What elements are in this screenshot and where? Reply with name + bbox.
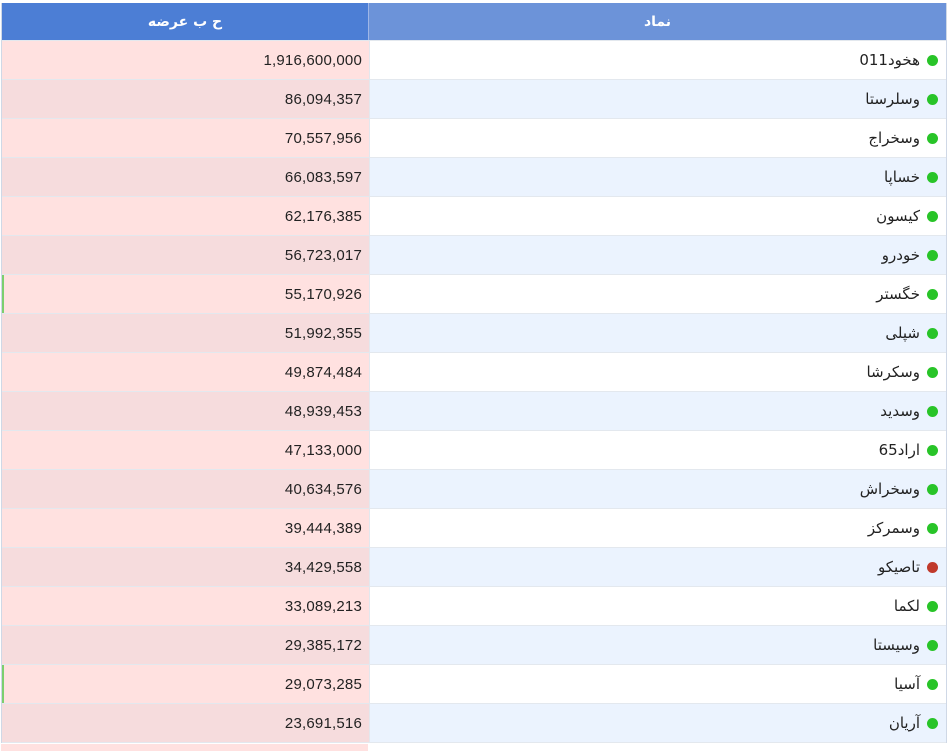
- table-row[interactable]: 23,691,516 آریان: [2, 704, 946, 743]
- symbol-cell[interactable]: وسخراج: [369, 119, 946, 157]
- green-status-dot-icon: [927, 366, 938, 378]
- table-row-partial: [1, 744, 368, 751]
- offer-value-cell: 29,073,285: [2, 665, 369, 703]
- offer-value-cell: 86,094,357: [2, 80, 369, 118]
- table-row[interactable]: 39,444,389 وسمرکز: [2, 509, 946, 548]
- table-row[interactable]: 29,073,285 آسیا: [2, 665, 946, 704]
- symbol-name[interactable]: وسیستا: [873, 636, 920, 654]
- table-row[interactable]: 48,939,453 وسدید: [2, 392, 946, 431]
- table-row[interactable]: 49,874,484 وسکرشا: [2, 353, 946, 392]
- green-status-dot-icon: [927, 132, 938, 144]
- symbol-name[interactable]: آریان: [888, 714, 920, 732]
- green-status-dot-icon: [927, 522, 938, 534]
- offer-value-cell: 62,176,385: [2, 197, 369, 235]
- symbol-cell[interactable]: وسمرکز: [369, 509, 946, 547]
- symbol-name[interactable]: شپلی: [885, 324, 920, 342]
- symbol-cell[interactable]: وسخراش: [369, 470, 946, 508]
- column-header-symbol[interactable]: نماد: [369, 3, 946, 40]
- offer-value-cell: 56,723,017: [2, 236, 369, 274]
- offer-value-cell: 39,444,389: [2, 509, 369, 547]
- table-row[interactable]: 29,385,172 وسیستا: [2, 626, 946, 665]
- symbol-cell[interactable]: آسیا: [369, 665, 946, 703]
- offer-value-cell: 49,874,484: [2, 353, 369, 391]
- table-row[interactable]: 33,089,213 لکما: [2, 587, 946, 626]
- symbol-name[interactable]: تاصیکو: [877, 558, 920, 576]
- table-row[interactable]: 62,176,385 کیسون: [2, 197, 946, 236]
- symbol-cell[interactable]: آریان: [369, 704, 946, 742]
- symbol-cell[interactable]: اراد65: [369, 431, 946, 469]
- offer-value-cell: 47,133,000: [2, 431, 369, 469]
- offer-value-cell: 70,557,956: [2, 119, 369, 157]
- green-status-dot-icon: [927, 444, 938, 456]
- green-status-dot-icon: [927, 288, 938, 300]
- symbol-cell[interactable]: خگستر: [369, 275, 946, 313]
- table-row[interactable]: 56,723,017 خودرو: [2, 236, 946, 275]
- symbol-name[interactable]: خساپا: [884, 168, 920, 186]
- symbol-cell[interactable]: هخود011: [369, 41, 946, 79]
- symbol-name[interactable]: وسلرستا: [865, 90, 920, 108]
- offer-value-cell: 33,089,213: [2, 587, 369, 625]
- symbol-name[interactable]: خودرو: [881, 246, 920, 264]
- symbol-cell[interactable]: وسیستا: [369, 626, 946, 664]
- offer-value-cell: 51,992,355: [2, 314, 369, 352]
- green-status-dot-icon: [927, 600, 938, 612]
- symbol-name[interactable]: وسدید: [880, 402, 920, 420]
- offer-volume-table: ح ب عرضه نماد 1,916,600,000 هخود011 86,094…: [1, 3, 947, 743]
- symbol-cell[interactable]: وسلرستا: [369, 80, 946, 118]
- symbol-name[interactable]: لکما: [893, 597, 920, 615]
- column-header-offer[interactable]: ح ب عرضه: [2, 3, 369, 40]
- green-status-dot-icon: [927, 678, 938, 690]
- symbol-name[interactable]: اراد65: [878, 441, 920, 459]
- table-row[interactable]: 1,916,600,000 هخود011: [2, 40, 946, 80]
- green-status-dot-icon: [927, 171, 938, 183]
- table-row[interactable]: 86,094,357 وسلرستا: [2, 80, 946, 119]
- symbol-cell[interactable]: تاصیکو: [369, 548, 946, 586]
- table-row[interactable]: 55,170,926 خگستر: [2, 275, 946, 314]
- symbol-cell[interactable]: وسکرشا: [369, 353, 946, 391]
- green-status-dot-icon: [927, 639, 938, 651]
- table-body: 1,916,600,000 هخود011 86,094,357 وسلرستا 70,…: [2, 40, 946, 743]
- symbol-cell[interactable]: وسدید: [369, 392, 946, 430]
- table-row[interactable]: 51,992,355 شپلی: [2, 314, 946, 353]
- green-status-dot-icon: [927, 93, 938, 105]
- symbol-name[interactable]: هخود011: [859, 51, 920, 69]
- symbol-name[interactable]: خگستر: [876, 285, 920, 303]
- offer-value-cell: 23,691,516: [2, 704, 369, 742]
- green-status-dot-icon: [927, 327, 938, 339]
- green-status-dot-icon: [927, 405, 938, 417]
- offer-value-cell: 66,083,597: [2, 158, 369, 196]
- offer-value-cell: 29,385,172: [2, 626, 369, 664]
- green-status-dot-icon: [927, 483, 938, 495]
- symbol-cell[interactable]: خودرو: [369, 236, 946, 274]
- offer-value-cell: 34,429,558: [2, 548, 369, 586]
- red-status-dot-icon: [927, 561, 938, 573]
- symbol-name[interactable]: وسخراج: [868, 129, 920, 147]
- green-status-dot-icon: [927, 249, 938, 261]
- table-row[interactable]: 70,557,956 وسخراج: [2, 119, 946, 158]
- symbol-cell[interactable]: کیسون: [369, 197, 946, 235]
- table-header: ح ب عرضه نماد: [2, 3, 946, 40]
- symbol-name[interactable]: وسکرشا: [866, 363, 920, 381]
- green-status-dot-icon: [927, 54, 938, 66]
- offer-value-cell: 1,916,600,000: [2, 41, 369, 79]
- table-row[interactable]: 34,429,558 تاصیکو: [2, 548, 946, 587]
- symbol-cell[interactable]: خساپا: [369, 158, 946, 196]
- table-row[interactable]: 47,133,000 اراد65: [2, 431, 946, 470]
- table-row[interactable]: 40,634,576 وسخراش: [2, 470, 946, 509]
- symbol-name[interactable]: وسخراش: [859, 480, 920, 498]
- symbol-name[interactable]: آسیا: [894, 675, 920, 693]
- table-row[interactable]: 66,083,597 خساپا: [2, 158, 946, 197]
- symbol-cell[interactable]: لکما: [369, 587, 946, 625]
- offer-value-cell: 48,939,453: [2, 392, 369, 430]
- symbol-name[interactable]: کیسون: [876, 207, 920, 225]
- symbol-cell[interactable]: شپلی: [369, 314, 946, 352]
- green-status-dot-icon: [927, 717, 938, 729]
- green-status-dot-icon: [927, 210, 938, 222]
- symbol-name[interactable]: وسمرکز: [867, 519, 920, 537]
- offer-value-cell: 40,634,576: [2, 470, 369, 508]
- offer-value-cell: 55,170,926: [2, 275, 369, 313]
